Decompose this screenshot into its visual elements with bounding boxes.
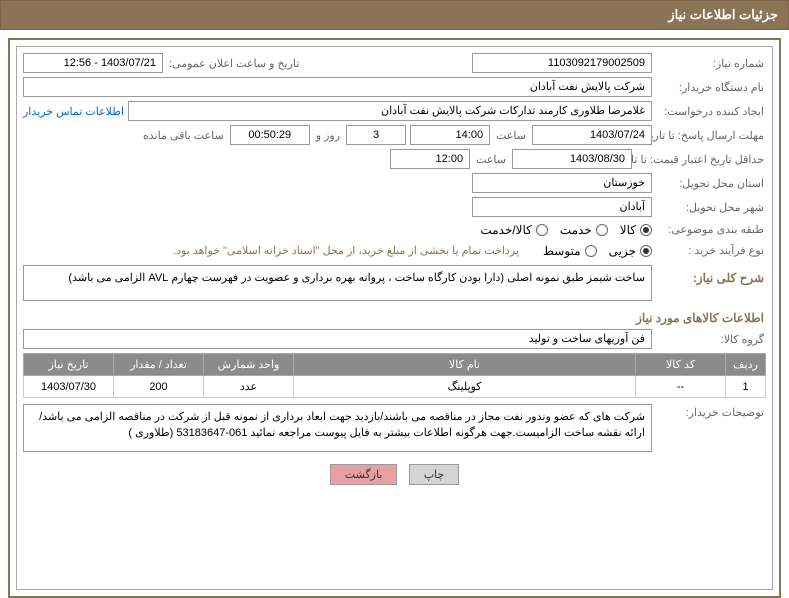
province-label: استان محل تحویل: xyxy=(656,175,766,192)
page-header: جزئیات اطلاعات نیاز xyxy=(0,0,789,30)
cell-code: -- xyxy=(636,376,726,398)
radio-partial[interactable]: جزیی xyxy=(609,244,652,258)
print-button[interactable]: چاپ xyxy=(409,464,460,485)
row-province: استان محل تحویل: خوزستان xyxy=(23,173,766,193)
days-remain-label: روز و xyxy=(314,127,342,144)
goods-info-section: اطلاعات کالاهای مورد نیاز xyxy=(23,305,766,329)
radio-service-label: خدمت xyxy=(560,223,592,237)
province-field: خوزستان xyxy=(472,173,652,193)
outer-frame: شماره نیاز: 1103092179002509 تاریخ و ساع… xyxy=(8,38,781,598)
goods-group-field: فن آوریهای ساخت و تولید xyxy=(23,329,652,349)
city-field: آبادان xyxy=(472,197,652,217)
table-row: 1 -- کوپلینگ عدد 200 1403/07/30 xyxy=(24,376,766,398)
process-label: نوع فرآیند خرید : xyxy=(656,242,766,259)
goods-group-label: گروه کالا: xyxy=(656,331,766,348)
category-radio-group: کالا خدمت کالا/خدمت xyxy=(480,223,652,237)
inner-frame: شماره نیاز: 1103092179002509 تاریخ و ساع… xyxy=(16,46,773,590)
radio-medium[interactable]: متوسط xyxy=(543,244,597,258)
radio-dot-icon xyxy=(640,245,652,257)
cell-unit: عدد xyxy=(204,376,294,398)
radio-both-label: کالا/خدمت xyxy=(480,223,531,237)
time-remain-label: ساعت باقی مانده xyxy=(141,127,226,144)
desc-section-label: شرح کلی نیاز: xyxy=(656,265,766,289)
validity-label: حداقل تاریخ اعتبار قیمت: تا تاریخ: xyxy=(636,151,766,168)
radio-dot-icon xyxy=(640,224,652,236)
payment-note: پرداخت تمام یا بخشی از مبلغ خرید، از محل… xyxy=(173,244,519,257)
deadline-time-label: ساعت xyxy=(494,127,528,144)
cell-date: 1403/07/30 xyxy=(24,376,114,398)
col-row: ردیف xyxy=(726,354,766,376)
radio-dot-icon xyxy=(536,224,548,236)
col-name: نام کالا xyxy=(294,354,636,376)
radio-dot-icon xyxy=(596,224,608,236)
col-code: کد کالا xyxy=(636,354,726,376)
announce-date-field: 1403/07/21 - 12:56 xyxy=(23,53,163,73)
row-process: نوع فرآیند خرید : جزیی متوسط پرداخت تمام… xyxy=(23,242,766,259)
goods-table: ردیف کد کالا نام کالا واحد شمارش تعداد /… xyxy=(23,353,766,398)
process-radio-group: جزیی متوسط xyxy=(543,244,652,258)
deadline-date-field: 1403/07/24 xyxy=(532,125,652,145)
need-number-field: 1103092179002509 xyxy=(472,53,652,73)
validity-date-field: 1403/08/30 xyxy=(512,149,632,169)
radio-partial-label: جزیی xyxy=(609,244,636,258)
radio-medium-label: متوسط xyxy=(543,244,581,258)
radio-both[interactable]: کالا/خدمت xyxy=(480,223,547,237)
button-row: چاپ بازگشت xyxy=(23,456,766,485)
row-goods-group: گروه کالا: فن آوریهای ساخت و تولید xyxy=(23,329,766,349)
buyer-org-label: نام دستگاه خریدار: xyxy=(656,79,766,96)
radio-dot-icon xyxy=(585,245,597,257)
row-validity: حداقل تاریخ اعتبار قیمت: تا تاریخ: 1403/… xyxy=(23,149,766,169)
cell-qty: 200 xyxy=(114,376,204,398)
row-city: شهر محل تحویل: آبادان xyxy=(23,197,766,217)
radio-service[interactable]: خدمت xyxy=(560,223,608,237)
back-button[interactable]: بازگشت xyxy=(330,464,398,485)
page-title: جزئیات اطلاعات نیاز xyxy=(668,7,778,22)
col-unit: واحد شمارش xyxy=(204,354,294,376)
announce-date-label: تاریخ و ساعت اعلان عمومی: xyxy=(167,55,301,72)
row-buyer-org: نام دستگاه خریدار: شرکت پالایش نفت آبادا… xyxy=(23,77,766,97)
row-need-number: شماره نیاز: 1103092179002509 تاریخ و ساع… xyxy=(23,53,766,73)
table-header-row: ردیف کد کالا نام کالا واحد شمارش تعداد /… xyxy=(24,354,766,376)
cell-name: کوپلینگ xyxy=(294,376,636,398)
radio-goods-label: کالا xyxy=(620,223,636,237)
category-label: طبقه بندی موضوعی: xyxy=(656,221,766,238)
validity-time-label: ساعت xyxy=(474,151,508,168)
need-number-label: شماره نیاز: xyxy=(656,55,766,72)
city-label: شهر محل تحویل: xyxy=(656,199,766,216)
validity-time-field: 12:00 xyxy=(390,149,470,169)
row-buyer-notes: توضیحات خریدار: شرکت های که عضو وندور نف… xyxy=(23,404,766,452)
buyer-notes-label: توضیحات خریدار: xyxy=(656,404,766,421)
buyer-org-field: شرکت پالایش نفت آبادان xyxy=(23,77,652,97)
col-date: تاریخ نیاز xyxy=(24,354,114,376)
contact-link[interactable]: اطلاعات تماس خریدار xyxy=(23,105,124,118)
deadline-time-field: 14:00 xyxy=(410,125,490,145)
buyer-notes-field: شرکت های که عضو وندور نفت مجاز در مناقصه… xyxy=(23,404,652,452)
days-remain-field: 3 xyxy=(346,125,406,145)
deadline-label: مهلت ارسال پاسخ: تا تاریخ: xyxy=(656,127,766,144)
row-requester: ایجاد کننده درخواست: غلامرضا طلاوری کارم… xyxy=(23,101,766,121)
requester-field: غلامرضا طلاوری کارمند تدارکات شرکت پالای… xyxy=(128,101,652,121)
time-remain-field: 00:50:29 xyxy=(230,125,310,145)
row-deadline: مهلت ارسال پاسخ: تا تاریخ: 1403/07/24 سا… xyxy=(23,125,766,145)
desc-text-field: ساخت شیمز طبق نمونه اصلی (دارا بودن کارگ… xyxy=(23,265,652,301)
row-category: طبقه بندی موضوعی: کالا خدمت کالا/خدمت xyxy=(23,221,766,238)
radio-goods[interactable]: کالا xyxy=(620,223,652,237)
row-description: شرح کلی نیاز: ساخت شیمز طبق نمونه اصلی (… xyxy=(23,265,766,301)
cell-idx: 1 xyxy=(726,376,766,398)
col-qty: تعداد / مقدار xyxy=(114,354,204,376)
requester-label: ایجاد کننده درخواست: xyxy=(656,103,766,120)
